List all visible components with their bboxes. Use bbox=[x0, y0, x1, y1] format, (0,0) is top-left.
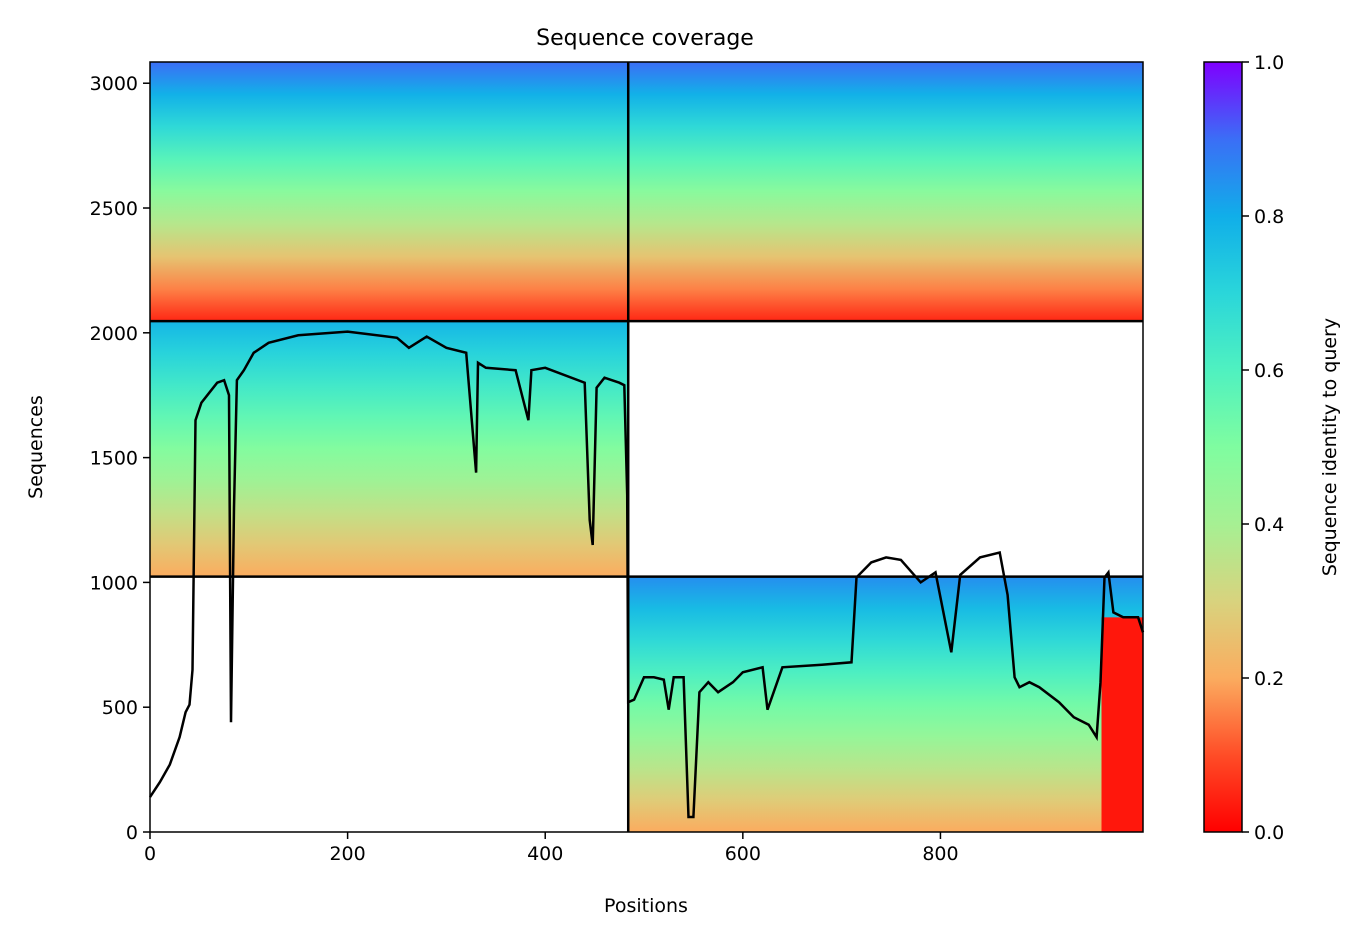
colorbar-tick-label: 1.0 bbox=[1254, 52, 1284, 74]
colorbar-gradient bbox=[1203, 61, 1243, 833]
heatmap-block bbox=[628, 62, 1143, 322]
coverage-line bbox=[148, 330, 1145, 819]
y-tick-label: 1000 bbox=[90, 572, 138, 594]
y-tick-label: 1500 bbox=[90, 448, 138, 470]
x-axis: 0 200 400 600 800 bbox=[144, 832, 959, 865]
y-tick-label: 500 bbox=[102, 697, 138, 719]
x-tick-label: 400 bbox=[527, 843, 563, 865]
heatmap-block bbox=[1101, 617, 1143, 832]
heatmap-block bbox=[150, 321, 629, 577]
x-tick-label: 0 bbox=[144, 843, 156, 865]
y-tick-label: 2000 bbox=[90, 323, 138, 345]
plot-area bbox=[148, 61, 1145, 833]
colorbar-tick-label: 0.8 bbox=[1254, 206, 1284, 228]
y-tick-label: 0 bbox=[126, 822, 138, 844]
colorbar-tick-label: 0.0 bbox=[1254, 822, 1284, 844]
colorbar-tick-label: 0.2 bbox=[1254, 668, 1284, 690]
x-axis-label: Positions bbox=[604, 895, 688, 917]
heatmap-blocks bbox=[150, 62, 1143, 832]
x-tick-label: 200 bbox=[329, 843, 365, 865]
colorbar: 0.0 0.2 0.4 0.6 0.8 1.0 Sequence identity to … bbox=[1203, 52, 1341, 844]
heatmap-block bbox=[628, 576, 1143, 832]
colorbar-ticks: 0.0 0.2 0.4 0.6 0.8 1.0 bbox=[1242, 52, 1284, 844]
y-tick-label: 3000 bbox=[90, 73, 138, 95]
x-tick-label: 600 bbox=[725, 843, 761, 865]
y-axis-label: Sequences bbox=[25, 395, 47, 499]
colorbar-tick-label: 0.6 bbox=[1254, 360, 1284, 382]
chain-boundaries bbox=[150, 62, 1143, 832]
heatmap-block bbox=[150, 62, 629, 322]
y-tick-label: 2500 bbox=[90, 198, 138, 220]
colorbar-label: Sequence identity to query bbox=[1319, 318, 1341, 576]
plot-frame bbox=[149, 61, 1144, 833]
y-axis: 0 500 1000 1500 2000 2500 3000 bbox=[90, 73, 150, 844]
colorbar-tick-label: 0.4 bbox=[1254, 514, 1284, 536]
x-tick-label: 800 bbox=[922, 843, 958, 865]
chart-title: Sequence coverage bbox=[536, 26, 754, 51]
